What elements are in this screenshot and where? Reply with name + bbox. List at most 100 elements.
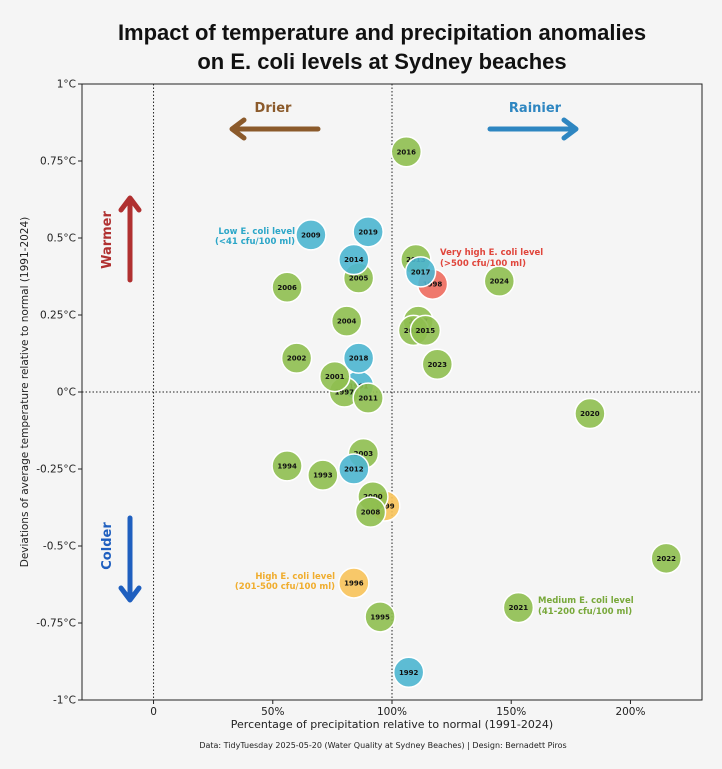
point-marker bbox=[364, 601, 396, 633]
point-label: 2016 bbox=[397, 148, 417, 156]
rainier-arrow bbox=[487, 117, 579, 141]
point-2022: 2022 bbox=[650, 542, 682, 575]
point-label: 2011 bbox=[358, 395, 378, 403]
low-level-label-line1: Low E. coli level bbox=[218, 227, 295, 237]
caption: Data: TidyTuesday 2025-05-20 (Water Qual… bbox=[199, 741, 566, 750]
x-axis: 0 50% 100% 150% 200% bbox=[150, 700, 645, 718]
point-label: 1993 bbox=[313, 472, 333, 480]
point-2015: 2015 bbox=[409, 314, 442, 347]
medium-level-label-line2: (41-200 cfu/100 ml) bbox=[538, 607, 632, 617]
warmer-arrow bbox=[118, 195, 142, 283]
point-1994: 1994 bbox=[271, 450, 303, 482]
point-label: 2004 bbox=[337, 318, 357, 326]
y-tick-label: 0.25°C bbox=[40, 310, 76, 322]
point-marker bbox=[650, 542, 682, 575]
y-tick-label: -0.5°C bbox=[43, 541, 76, 553]
high-level-label-line1: High E. coli level bbox=[255, 572, 335, 582]
point-label: 2008 bbox=[361, 509, 381, 517]
x-tick-label: 100% bbox=[377, 706, 407, 718]
x-tick-label: 0 bbox=[150, 706, 157, 718]
point-label: 2023 bbox=[428, 361, 448, 369]
chart-title-line1: Impact of temperature and precipitation … bbox=[118, 20, 646, 45]
high-level-label-line2: (201-500 cfu/100 ml) bbox=[235, 582, 335, 592]
y-tick-label: 0.5°C bbox=[47, 233, 76, 245]
very-high-level-label-line2: (>500 cfu/100 ml) bbox=[440, 259, 526, 269]
point-label: 2018 bbox=[349, 355, 369, 363]
colder-label: Colder bbox=[100, 522, 115, 570]
low-level-label-line2: (<41 cfu/100 ml) bbox=[215, 237, 295, 247]
point-label: 2005 bbox=[349, 275, 369, 283]
point-label: 2001 bbox=[325, 373, 345, 381]
point-1996: 1996 bbox=[338, 567, 370, 599]
point-label: 2006 bbox=[277, 284, 297, 292]
x-tick-label: 50% bbox=[261, 706, 284, 718]
very-high-level-label-line1: Very high E. coli level bbox=[440, 248, 543, 258]
x-axis-label: Percentage of precipitation relative to … bbox=[231, 718, 553, 731]
point-marker bbox=[271, 271, 303, 304]
point-2016: 2016 bbox=[390, 136, 423, 168]
point-label: 2003 bbox=[354, 450, 374, 458]
y-tick-label: -0.75°C bbox=[36, 618, 76, 630]
point-label: 2012 bbox=[344, 466, 364, 474]
y-axis: 1°C 0.75°C 0.5°C 0.25°C 0°C -0.25°C -0.5°C -0.7… bbox=[36, 79, 82, 707]
point-label: 2009 bbox=[301, 231, 321, 239]
point-marker bbox=[330, 305, 363, 337]
y-axis-label: Deviations of average temperature relati… bbox=[19, 217, 31, 568]
point-marker bbox=[409, 314, 442, 347]
point-marker bbox=[352, 382, 384, 414]
point-marker bbox=[271, 450, 303, 482]
point-marker bbox=[338, 453, 370, 485]
drier-label: Drier bbox=[255, 101, 292, 116]
point-label: 2022 bbox=[656, 555, 676, 563]
point-label: 2024 bbox=[490, 278, 510, 286]
point-2019: 2019 bbox=[352, 216, 384, 248]
rainier-label: Rainier bbox=[509, 101, 562, 116]
point-2006: 2006 bbox=[271, 271, 303, 304]
point-marker bbox=[392, 656, 425, 689]
point-2014: 2014 bbox=[338, 243, 370, 276]
x-tick-label: 200% bbox=[615, 706, 645, 718]
point-2008: 2008 bbox=[354, 496, 387, 528]
point-label: 2021 bbox=[509, 604, 529, 612]
point-1995: 1995 bbox=[364, 601, 396, 633]
point-marker bbox=[390, 136, 423, 168]
point-marker bbox=[295, 219, 327, 251]
point-2024: 2024 bbox=[483, 265, 516, 297]
medium-level-label-line1: Medium E. coli level bbox=[538, 596, 634, 606]
point-marker bbox=[280, 342, 313, 374]
point-2023: 2023 bbox=[421, 348, 454, 381]
point-2017: 2017 bbox=[404, 256, 437, 288]
point-label: 1994 bbox=[277, 462, 297, 470]
point-marker bbox=[574, 397, 606, 430]
point-2012: 2012 bbox=[338, 453, 370, 485]
reference-lines bbox=[82, 84, 702, 700]
point-label: 2015 bbox=[416, 327, 436, 335]
point-marker bbox=[338, 567, 370, 599]
point-2021: 2021 bbox=[502, 591, 535, 624]
point-label: 1992 bbox=[399, 669, 419, 677]
y-tick-label: 1°C bbox=[57, 79, 76, 91]
point-marker bbox=[483, 265, 516, 297]
y-tick-label: 0°C bbox=[57, 387, 76, 399]
point-marker bbox=[342, 342, 375, 374]
point-label: 1995 bbox=[370, 613, 390, 621]
point-2020: 2020 bbox=[574, 397, 606, 430]
point-label: 1998 bbox=[423, 281, 443, 289]
data-points: 1991199219931994199519961997199819992000… bbox=[271, 136, 682, 689]
drier-arrow bbox=[229, 117, 321, 141]
point-marker bbox=[502, 591, 535, 624]
point-2018: 2018 bbox=[342, 342, 375, 374]
point-1993: 1993 bbox=[307, 459, 339, 491]
point-marker bbox=[404, 256, 437, 288]
point-marker bbox=[354, 496, 387, 528]
y-tick-label: -0.25°C bbox=[36, 464, 76, 476]
point-label: 2017 bbox=[411, 268, 431, 276]
point-label: 1996 bbox=[344, 579, 364, 587]
point-label: 2019 bbox=[358, 228, 378, 236]
y-tick-label: 0.75°C bbox=[40, 156, 76, 168]
y-tick-label: -1°C bbox=[53, 695, 76, 707]
point-marker bbox=[307, 459, 339, 491]
chart-title-line2: on E. coli levels at Sydney beaches bbox=[197, 49, 566, 74]
point-marker bbox=[319, 360, 351, 393]
